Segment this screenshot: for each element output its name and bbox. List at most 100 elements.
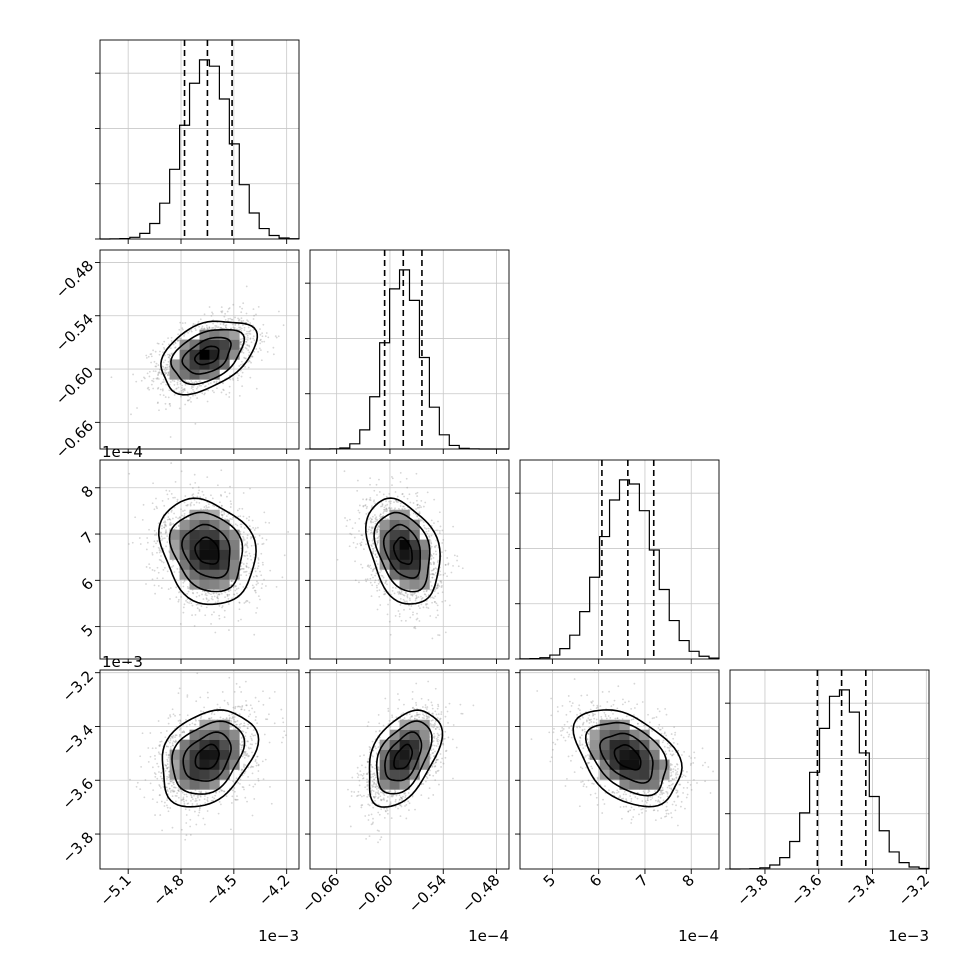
sample-point: [359, 544, 362, 547]
sample-point: [383, 807, 385, 810]
sample-point: [194, 329, 197, 331]
sample-point: [165, 408, 167, 411]
sample-point: [198, 809, 201, 812]
sample-point: [653, 809, 656, 812]
sample-point: [370, 531, 373, 534]
sample-point: [244, 551, 247, 554]
sample-point: [665, 753, 667, 756]
sample-point: [389, 502, 392, 505]
sample-point: [190, 501, 193, 504]
sample-point: [191, 604, 194, 607]
sample-point: [238, 326, 240, 329]
sample-point: [158, 371, 161, 374]
sample-point: [400, 713, 403, 716]
sample-point: [168, 353, 171, 356]
sample-point: [375, 747, 377, 750]
sample-point: [167, 766, 170, 769]
sample-point: [675, 777, 678, 779]
sample-point: [680, 754, 683, 756]
density-cell: [379, 559, 390, 570]
sample-point: [172, 790, 174, 793]
sample-point: [165, 531, 168, 533]
sample-point: [530, 738, 533, 741]
sample-point: [159, 740, 162, 743]
sample-point: [172, 786, 175, 789]
sample-point: [441, 591, 444, 594]
sample-point: [217, 600, 219, 602]
sample-point: [243, 751, 246, 753]
sample-point: [161, 389, 164, 392]
sample-point: [686, 770, 688, 773]
density-cell: [609, 719, 620, 730]
sample-point: [353, 791, 356, 793]
sample-point: [425, 708, 428, 710]
sample-point: [228, 307, 231, 309]
sample-point: [425, 775, 428, 778]
density-cell: [179, 779, 190, 790]
sample-point: [248, 709, 251, 712]
sample-point: [238, 318, 241, 321]
sample-point: [368, 751, 371, 754]
sample-point: [228, 593, 231, 596]
sample-point: [195, 387, 198, 390]
sample-point: [165, 786, 168, 789]
sample-point: [423, 524, 425, 527]
sample-point: [364, 786, 367, 789]
sample-point: [396, 591, 399, 594]
sample-point: [263, 340, 266, 343]
sample-point: [408, 608, 411, 611]
sample-point: [649, 798, 652, 801]
sample-point: [238, 365, 241, 367]
sample-point: [440, 580, 443, 583]
sample-point: [223, 315, 226, 318]
sample-point: [227, 308, 230, 310]
sample-point: [701, 747, 704, 750]
sample-point: [222, 322, 225, 325]
sample-point: [175, 734, 178, 737]
sample-point: [419, 519, 422, 522]
sample-point: [249, 704, 252, 707]
sample-point: [188, 602, 190, 604]
sample-point: [563, 723, 566, 726]
sample-point: [406, 593, 409, 596]
sample-point: [416, 617, 419, 620]
panel-frame: [309, 249, 510, 450]
sample-point: [146, 537, 149, 539]
sample-point: [254, 696, 257, 699]
sample-point: [380, 574, 383, 577]
sample-point: [181, 322, 184, 325]
sample-point: [365, 507, 368, 510]
sample-point: [361, 774, 364, 777]
sample-point: [376, 530, 379, 533]
sample-point: [649, 795, 652, 798]
sample-point: [438, 585, 441, 588]
sample-point: [262, 703, 265, 706]
sample-point: [438, 728, 441, 731]
sample-point: [244, 770, 247, 773]
sample-point: [172, 523, 175, 525]
sample-point: [261, 583, 264, 585]
density-cell: [649, 769, 660, 780]
sample-point: [671, 778, 674, 780]
sample-point: [246, 334, 249, 337]
sample-point: [142, 503, 145, 506]
sample-point: [165, 545, 167, 548]
sample-point: [569, 710, 572, 713]
sample-point: [674, 733, 676, 736]
sample-point: [147, 747, 150, 749]
panel-frame: [99, 249, 300, 450]
sample-point: [132, 373, 135, 376]
sample-point: [251, 355, 254, 358]
sample-point: [369, 564, 372, 567]
sample-point: [588, 718, 591, 721]
sample-point: [350, 795, 353, 797]
sample-point: [234, 707, 237, 710]
sample-point: [164, 763, 167, 766]
sample-point: [202, 598, 205, 600]
sample-point: [222, 323, 225, 326]
panel-contents: [336, 470, 464, 640]
sample-point: [160, 777, 163, 780]
sample-point: [378, 478, 380, 481]
sample-point: [404, 805, 406, 807]
contour-level-1: [181, 336, 232, 375]
